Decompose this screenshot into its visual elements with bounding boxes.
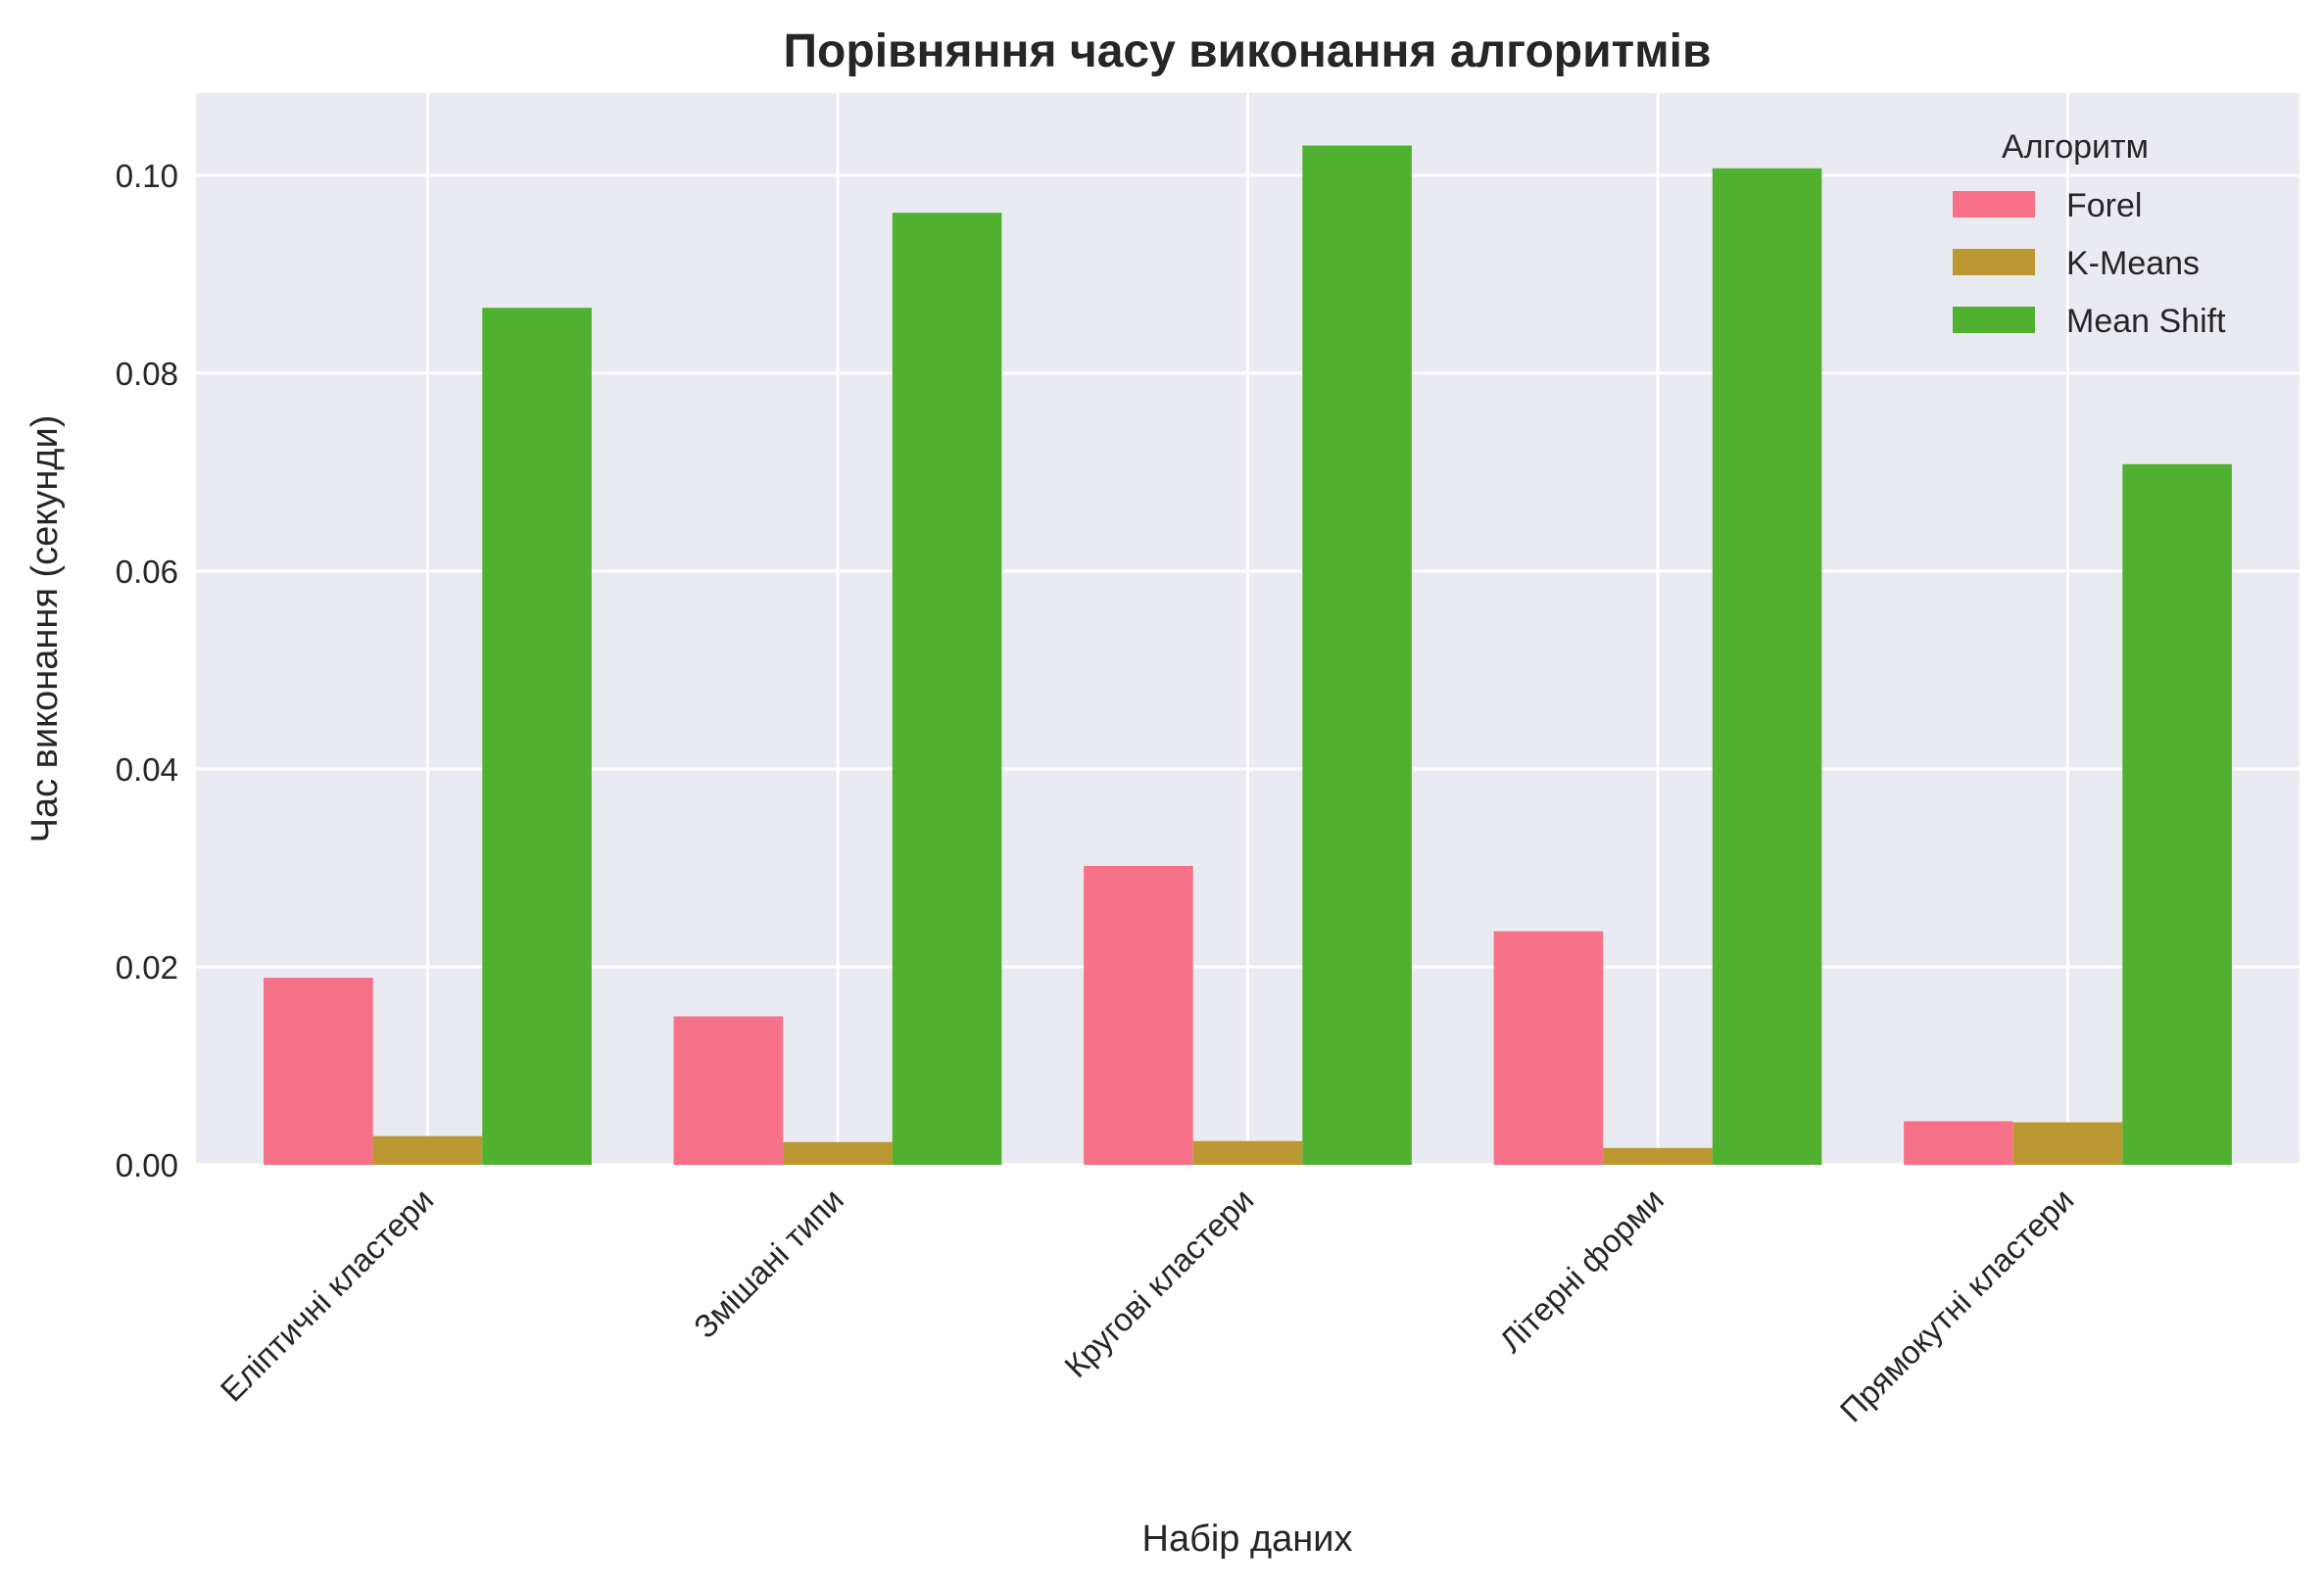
bars: [264, 145, 2232, 1166]
bar-mean-shift: [1712, 168, 1822, 1166]
y-ticks: 0.00 0.02 0.04 0.06 0.08 0.10: [116, 158, 178, 1183]
legend-label: Forel: [2066, 187, 2142, 224]
bar-mean-shift: [1302, 145, 1412, 1165]
x-tick-label: Літерні форми: [1492, 1181, 1670, 1360]
x-tick-label: Еліптичні кластери: [214, 1181, 441, 1409]
y-axis-label: Час виконання (секунди): [24, 415, 66, 843]
y-tick-label: 0.10: [116, 158, 178, 194]
legend-swatch: [1953, 249, 2035, 275]
y-tick-label: 0.08: [116, 356, 178, 392]
x-tick-label: Змішані типи: [687, 1181, 850, 1345]
bar-k-means: [372, 1135, 483, 1165]
x-tick-label: Прямокутні кластери: [1833, 1181, 2081, 1429]
x-ticks: Еліптичні кластери Змішані типи Кругові кл…: [214, 1181, 2081, 1429]
y-tick-label: 0.04: [116, 751, 178, 788]
bar-forel: [1904, 1121, 2013, 1165]
x-tick-label: Кругові кластери: [1057, 1181, 1260, 1384]
bar-forel: [1493, 931, 1604, 1165]
x-axis-label: Набір даних: [1142, 1518, 1353, 1560]
bar-k-means: [1192, 1140, 1303, 1165]
bar-forel: [264, 978, 373, 1165]
bar-k-means: [1603, 1147, 1713, 1165]
y-tick-label: 0.02: [116, 949, 178, 986]
bar-k-means: [2012, 1122, 2123, 1165]
y-tick-label: 0.06: [116, 554, 178, 590]
legend-label: Mean Shift: [2066, 303, 2226, 340]
bar-forel: [673, 1016, 784, 1165]
bar-forel: [1084, 865, 1193, 1165]
bar-mean-shift: [482, 308, 592, 1165]
legend-title: Алгоритм: [2002, 128, 2149, 166]
chart-title: Порівняння часу виконання алгоритмів: [784, 25, 1712, 77]
bar-k-means: [783, 1141, 893, 1165]
legend: Алгоритм Forel K-Means Mean Shift: [1953, 128, 2226, 340]
legend-swatch: [1953, 191, 2035, 217]
y-tick-label: 0.00: [116, 1147, 178, 1183]
bar-mean-shift: [2122, 463, 2232, 1166]
legend-swatch: [1953, 307, 2035, 333]
bar-mean-shift: [892, 213, 1002, 1165]
legend-label: K-Means: [2066, 245, 2200, 282]
